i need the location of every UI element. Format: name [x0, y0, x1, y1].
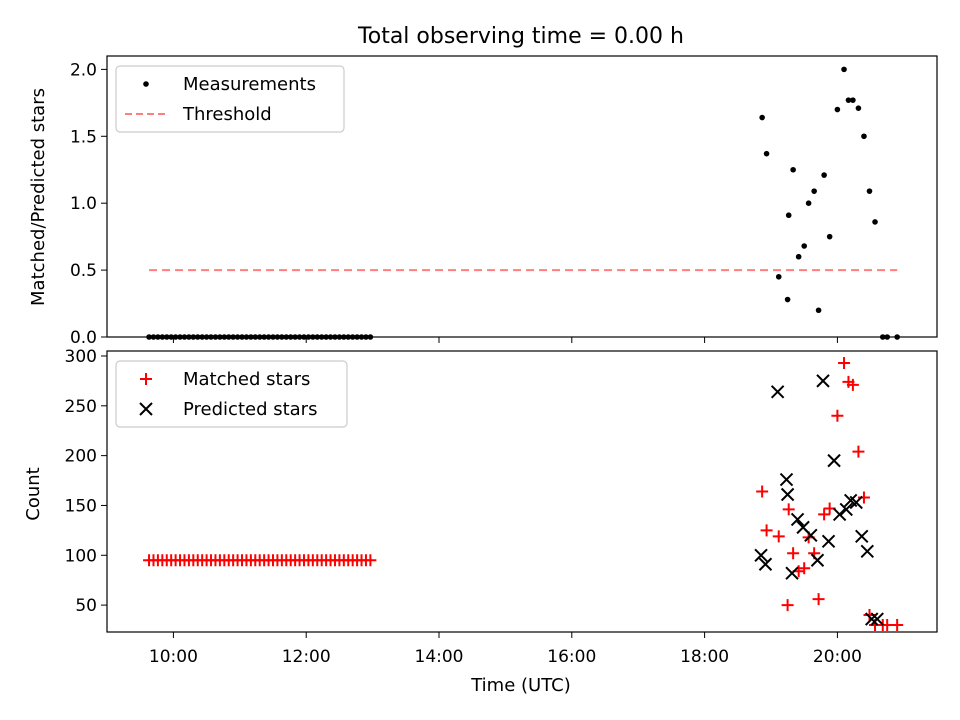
y-tick-label: 1.5 — [70, 127, 97, 147]
y-tick-label: 300 — [65, 347, 97, 367]
top-legend-box — [115, 65, 345, 133]
legend-predicted-label: Predicted stars — [183, 399, 317, 420]
matched-star-point — [756, 485, 769, 498]
measurement-point — [821, 172, 827, 178]
measurement-point — [784, 296, 791, 303]
predicted-star-point — [821, 534, 836, 549]
bottom-legend: Matched stars Predicted stars — [115, 360, 348, 428]
measurement-point — [811, 188, 817, 194]
legend-threshold-label: Threshold — [182, 104, 272, 125]
measurement-point — [841, 66, 847, 73]
predicted-star-point — [785, 566, 799, 580]
matched-star-point — [782, 503, 795, 516]
bottom-y-ticks: 50 100 150 200 250 300 — [65, 347, 107, 616]
y-tick-label: 250 — [65, 397, 97, 417]
y-tick-label: 2.0 — [70, 60, 97, 80]
measurement-point — [801, 243, 807, 249]
x-tick-label: 14:00 — [415, 647, 464, 667]
x-tick-label: 12:00 — [282, 647, 331, 667]
predicted-star-point — [832, 507, 847, 522]
top-y-axis-label: Matched/Predicted stars — [28, 88, 49, 306]
predicted-star-point — [860, 544, 874, 558]
legend-predicted-x-icon — [139, 402, 153, 416]
measurement-point — [872, 219, 878, 225]
legend-matched-plus-icon — [140, 373, 152, 385]
matched-star-point — [831, 409, 844, 422]
matched-star-point — [846, 378, 859, 391]
y-tick-label: 1.0 — [70, 194, 97, 214]
bottom-data-layer — [143, 356, 904, 632]
predicted-star-point — [790, 512, 805, 527]
top-x-ticks — [172, 337, 838, 343]
predicted-star-point — [849, 495, 863, 510]
measurement-point — [790, 166, 796, 173]
predicted-star-point — [804, 528, 818, 543]
measurement-point — [845, 97, 852, 103]
predicted-star-point — [810, 553, 825, 567]
predicted-star-point — [780, 487, 795, 502]
matched-star-point — [838, 356, 851, 369]
measurement-point — [795, 253, 802, 260]
measurement-point — [759, 114, 765, 121]
predicted-star-point — [855, 529, 869, 544]
measurement-point — [866, 188, 873, 194]
measurement-point — [775, 273, 782, 280]
predicted-star-point — [816, 374, 830, 388]
x-axis-label: Time (UTC) — [470, 675, 571, 696]
matched-star-point — [781, 599, 794, 612]
predicted-star-point — [758, 557, 773, 571]
predicted-star-point — [770, 385, 785, 399]
y-tick-label: 0.0 — [70, 328, 97, 348]
top-y-ticks: 0.0 0.5 1.0 1.5 2.0 — [70, 60, 107, 348]
bottom-legend-box — [115, 360, 348, 428]
matched-star-point — [772, 530, 785, 543]
matched-star-point — [818, 508, 831, 521]
measurement-point — [850, 97, 856, 103]
y-tick-label: 100 — [65, 546, 97, 566]
y-tick-label: 0.5 — [70, 261, 97, 281]
x-tick-label: 10:00 — [149, 647, 198, 667]
measurement-point — [805, 200, 812, 206]
top-legend: Measurements Threshold — [115, 65, 345, 133]
bottom-panel: 50 100 150 200 250 300 10:00 12:00 14:00 16:00 18… — [23, 347, 938, 696]
matched-star-point — [364, 554, 377, 567]
matched-star-point — [798, 562, 811, 575]
predicted-star-point — [864, 612, 879, 626]
y-tick-label: 50 — [75, 596, 97, 616]
bottom-x-ticks: 10:00 12:00 14:00 16:00 18:00 20:00 — [149, 632, 862, 667]
matched-star-point — [852, 445, 865, 458]
measurement-point — [861, 133, 867, 140]
measurement-point — [855, 105, 862, 111]
legend-measurements-label: Measurements — [183, 74, 316, 95]
x-tick-label: 16:00 — [547, 647, 596, 667]
measurement-point — [785, 212, 792, 219]
figure-title: Total observing time = 0.00 h — [357, 24, 684, 49]
predicted-star-point — [779, 472, 794, 487]
matched-star-point — [760, 524, 773, 537]
measurement-point — [815, 307, 822, 314]
x-tick-label: 18:00 — [680, 647, 729, 667]
top-axes-frame — [106, 55, 938, 338]
measurement-point — [834, 106, 841, 113]
legend-matched-label: Matched stars — [183, 369, 310, 390]
x-tick-label: 20:00 — [813, 647, 862, 667]
predicted-star-point — [870, 612, 884, 626]
y-tick-label: 150 — [65, 496, 97, 516]
top-panel: 0.00.51.01.52.0 Matched/Predicted stars … — [28, 55, 938, 348]
bottom-y-axis-label: Count — [23, 467, 44, 520]
matched-star-point — [787, 547, 800, 560]
predicted-star-point — [839, 502, 853, 517]
predicted-star-point — [754, 548, 768, 562]
matched-star-point — [812, 593, 825, 606]
y-tick-label: 200 — [65, 447, 97, 467]
legend-measurements-dot-icon — [143, 81, 149, 87]
predicted-star-point — [827, 453, 841, 468]
measurement-point — [763, 150, 770, 157]
measurement-point — [826, 233, 833, 240]
bottom-axes-frame — [106, 350, 938, 633]
matched-star-point — [891, 619, 904, 632]
